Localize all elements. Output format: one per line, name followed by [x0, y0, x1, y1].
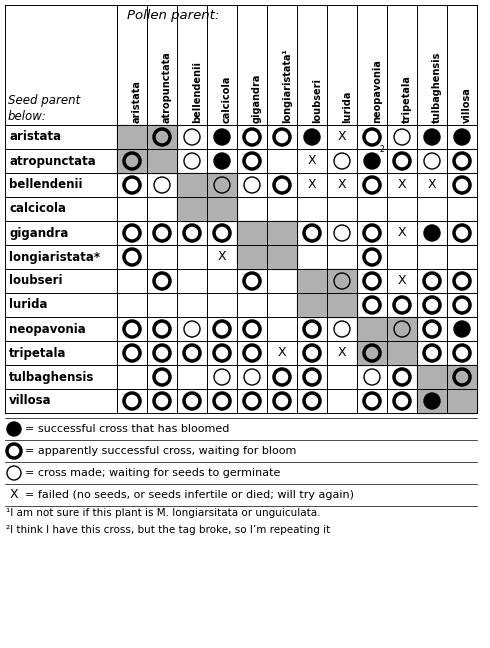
Text: aristata: aristata — [9, 130, 61, 143]
Text: X: X — [308, 178, 317, 192]
Text: gigandra: gigandra — [252, 74, 262, 123]
Text: = cross made; waiting for seeds to germinate: = cross made; waiting for seeds to germi… — [25, 468, 280, 478]
Text: X: X — [398, 178, 406, 192]
Bar — [357, 341, 387, 365]
Bar — [447, 389, 477, 413]
Text: atropunctata: atropunctata — [162, 51, 172, 123]
Bar — [417, 365, 447, 389]
Circle shape — [454, 321, 470, 337]
Text: tripetala: tripetala — [402, 75, 412, 123]
Bar — [177, 173, 207, 197]
Text: longiaristata¹: longiaristata¹ — [282, 48, 292, 123]
Text: aristata: aristata — [132, 80, 142, 123]
Bar — [417, 389, 447, 413]
Text: calcicola: calcicola — [222, 76, 232, 123]
Circle shape — [7, 422, 21, 436]
Text: bellendenii: bellendenii — [192, 61, 202, 123]
Text: lurida: lurida — [9, 299, 48, 312]
Bar — [207, 173, 237, 197]
Bar — [297, 293, 327, 317]
Text: X: X — [398, 227, 406, 240]
Text: X: X — [218, 251, 226, 264]
Text: tulbaghensis: tulbaghensis — [432, 52, 442, 123]
Bar — [237, 245, 267, 269]
Text: ¹I am not sure if this plant is M. longiarsitata or unguiculata.: ¹I am not sure if this plant is M. longi… — [6, 508, 320, 518]
Text: X: X — [338, 178, 346, 192]
Circle shape — [424, 129, 440, 145]
Bar — [267, 221, 297, 245]
Text: Seed parent
below:: Seed parent below: — [8, 94, 80, 123]
Text: neopavonia: neopavonia — [9, 323, 86, 336]
Text: longiaristata*: longiaristata* — [9, 251, 100, 264]
Text: lurida: lurida — [342, 91, 352, 123]
Text: ²I think I have this cross, but the tag broke, so I’m repeating it: ²I think I have this cross, but the tag … — [6, 525, 330, 535]
Text: = apparently successful cross, waiting for bloom: = apparently successful cross, waiting f… — [25, 446, 296, 456]
Circle shape — [454, 129, 470, 145]
Circle shape — [424, 225, 440, 241]
Circle shape — [214, 153, 230, 169]
Bar — [387, 317, 417, 341]
Bar — [387, 341, 417, 365]
Circle shape — [364, 153, 380, 169]
Bar — [267, 245, 297, 269]
Text: X: X — [428, 178, 436, 192]
Circle shape — [424, 393, 440, 409]
Text: villosa: villosa — [462, 87, 472, 123]
Text: neopavonia: neopavonia — [372, 59, 382, 123]
Text: gigandra: gigandra — [9, 227, 69, 240]
Text: X: X — [398, 275, 406, 288]
Text: loubseri: loubseri — [312, 78, 322, 123]
Text: = failed (no seeds, or seeds infertile or died; will try again): = failed (no seeds, or seeds infertile o… — [25, 490, 354, 500]
Text: X: X — [10, 489, 18, 502]
Bar — [297, 269, 327, 293]
Bar — [117, 125, 147, 149]
Text: Pollen parent:: Pollen parent: — [127, 9, 220, 22]
Bar — [327, 293, 357, 317]
Bar — [177, 197, 207, 221]
Bar — [327, 269, 357, 293]
Bar — [237, 221, 267, 245]
Bar — [357, 317, 387, 341]
Text: villosa: villosa — [9, 395, 51, 408]
Circle shape — [304, 129, 320, 145]
Text: = successful cross that has bloomed: = successful cross that has bloomed — [25, 424, 229, 434]
Text: X: X — [308, 154, 317, 167]
Text: atropunctata: atropunctata — [9, 154, 96, 167]
Text: 2: 2 — [379, 145, 384, 154]
Text: tulbaghensis: tulbaghensis — [9, 371, 95, 384]
Bar — [447, 365, 477, 389]
Text: X: X — [338, 347, 346, 360]
Bar — [147, 149, 177, 173]
Text: calcicola: calcicola — [9, 202, 66, 216]
Bar — [207, 197, 237, 221]
Text: X: X — [338, 130, 346, 143]
Bar — [147, 125, 177, 149]
Text: bellendenii: bellendenii — [9, 178, 82, 192]
Text: X: X — [278, 347, 286, 360]
Bar — [117, 149, 147, 173]
Text: tripetala: tripetala — [9, 347, 67, 360]
Circle shape — [214, 129, 230, 145]
Text: loubseri: loubseri — [9, 275, 63, 288]
